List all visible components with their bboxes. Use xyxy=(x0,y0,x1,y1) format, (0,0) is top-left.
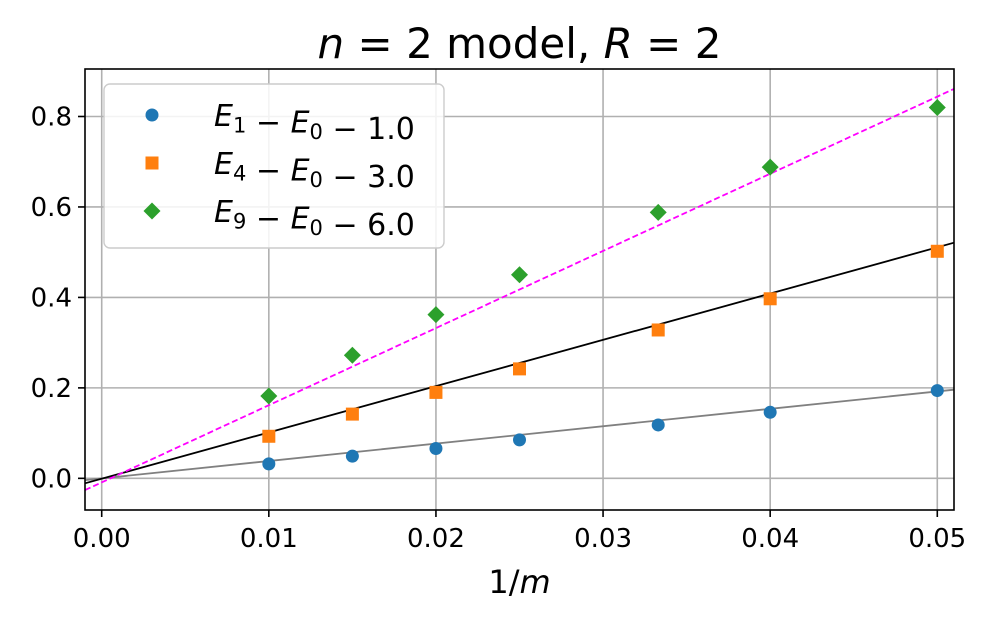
series-1-point xyxy=(429,441,443,455)
legend-label-1: E1 − E0 − 1.0 xyxy=(214,99,415,147)
y-tick-label: 0.6 xyxy=(31,193,72,223)
series-2-point xyxy=(429,385,443,399)
y-tick-label: 0.4 xyxy=(31,283,72,313)
series-3-point xyxy=(761,158,779,176)
series-1-point xyxy=(763,405,777,419)
chart-title: n = 2 model, R = 2 xyxy=(318,19,722,68)
y-tick-label: 0.2 xyxy=(31,374,72,404)
series-2-point xyxy=(651,323,665,337)
series-1-point xyxy=(651,418,665,432)
x-tick-label: 0.00 xyxy=(73,524,131,554)
series-3-point xyxy=(511,266,528,284)
x-tick-label: 0.01 xyxy=(240,524,298,554)
y-tick-label: 0.0 xyxy=(31,464,72,494)
plot-frame xyxy=(84,68,955,511)
y-tick-label: 0.8 xyxy=(31,102,72,132)
series-3-point xyxy=(343,346,361,364)
series-3-point xyxy=(649,203,667,221)
series-1-point xyxy=(345,449,359,463)
series-1-point xyxy=(513,433,526,447)
legend-label-2: E4 − E0 − 3.0 xyxy=(214,147,415,195)
legend-marker-1 xyxy=(145,108,159,122)
x-tick-label: 0.02 xyxy=(407,524,465,554)
x-tick-label: 0.03 xyxy=(574,524,632,554)
series-1-point xyxy=(262,457,276,471)
x-tick-label: 0.05 xyxy=(908,524,966,554)
legend-marker-3 xyxy=(143,202,161,220)
series-3-point xyxy=(928,98,946,116)
legend-box xyxy=(103,83,445,249)
series-3-point xyxy=(260,387,278,405)
legend-marker-2 xyxy=(145,156,159,170)
chart-title-text: n = 2 model, R = 2 xyxy=(318,19,722,68)
series-1-point xyxy=(930,384,944,398)
series-2-point xyxy=(930,244,944,258)
x-tick-label: 0.04 xyxy=(741,524,799,554)
series-2-point xyxy=(262,429,276,443)
data-points xyxy=(260,98,946,471)
series-2-point xyxy=(513,362,526,376)
legend: E1 − E0 − 1.0E4 − E0 − 3.0E9 − E0 − 6.0 xyxy=(103,83,445,249)
x-axis-label: 1/m xyxy=(488,563,550,601)
fit-line-3 xyxy=(84,88,955,491)
axes: 0.00 0.01 0.02 0.03 0.04 0.05 0.0 0.2 0.4 0.6 0.8 1… xyxy=(31,68,966,601)
series-3-point xyxy=(427,306,445,324)
legend-label-3: E9 − E0 − 6.0 xyxy=(214,195,415,243)
series-2-point xyxy=(763,292,777,306)
series-2-point xyxy=(345,407,359,421)
